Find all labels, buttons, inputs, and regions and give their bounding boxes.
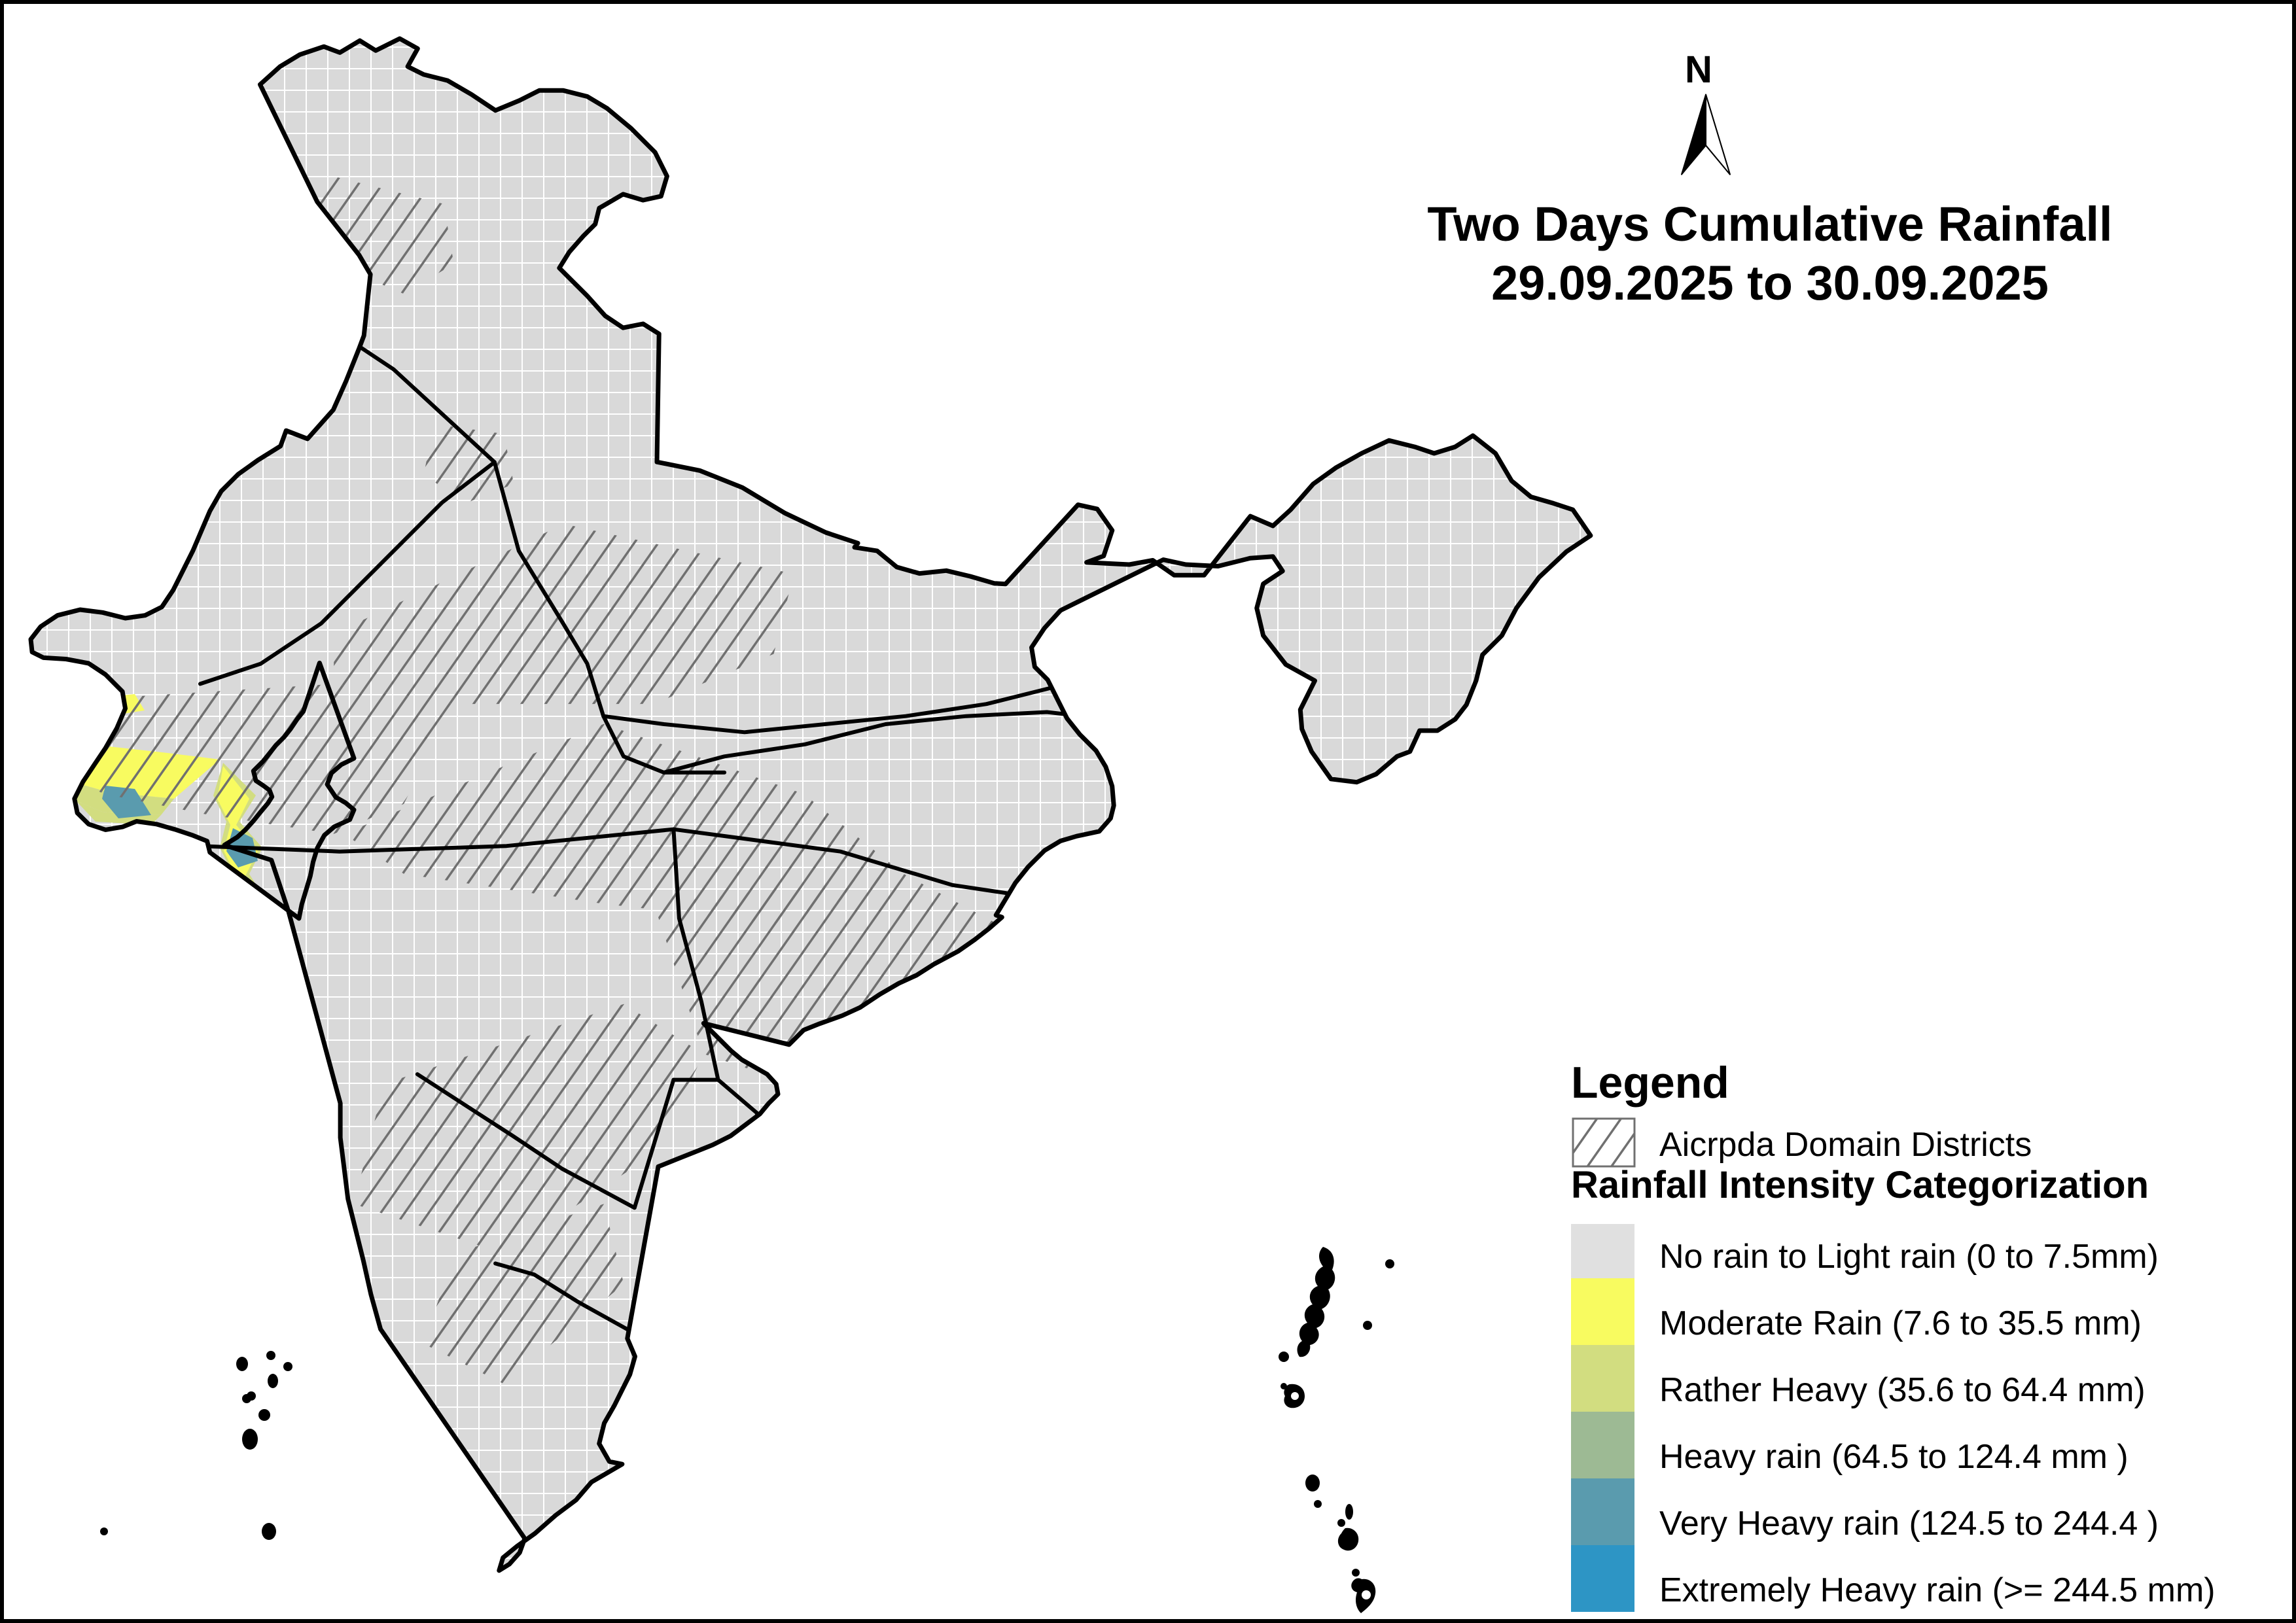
- svg-text:Rather Heavy (35.6 to 64.4 mm): Rather Heavy (35.6 to 64.4 mm): [1659, 1371, 2146, 1409]
- svg-text:Moderate Rain (7.6 to 35.5 mm): Moderate Rain (7.6 to 35.5 mm): [1659, 1304, 2142, 1342]
- svg-text:Heavy rain (64.5 to 124.4 mm ): Heavy rain (64.5 to 124.4 mm ): [1659, 1438, 2128, 1476]
- svg-text:29.09.2025 to 30.09.2025: 29.09.2025 to 30.09.2025: [1491, 256, 2049, 310]
- svg-text:Two Days Cumulative Rainfall: Two Days Cumulative Rainfall: [1427, 197, 2112, 251]
- svg-text:Legend: Legend: [1571, 1058, 1729, 1108]
- svg-text:Very Heavy rain (124.5 to 244.: Very Heavy rain (124.5 to 244.4 ): [1659, 1505, 2159, 1543]
- svg-text:No rain to Light rain (0 to 7.: No rain to Light rain (0 to 7.5mm): [1659, 1238, 2159, 1276]
- svg-text:Aicrpda Domain Districts: Aicrpda Domain Districts: [1659, 1126, 2032, 1164]
- svg-text:Rainfall Intensity Categorizat: Rainfall Intensity Categorization: [1571, 1164, 2149, 1206]
- svg-text:N: N: [1685, 48, 1712, 91]
- svg-text:Extremely Heavy rain (>= 244.: Extremely Heavy rain (>= 244.5 mm): [1659, 1571, 2216, 1609]
